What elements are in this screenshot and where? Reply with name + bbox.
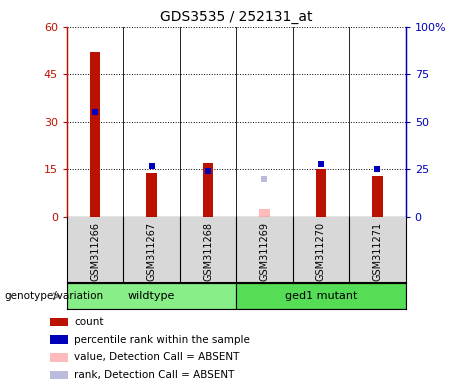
- Bar: [203, 163, 213, 217]
- Text: count: count: [75, 317, 104, 327]
- Text: genotype/variation: genotype/variation: [5, 291, 104, 301]
- Bar: [50, 353, 68, 362]
- Text: wildtype: wildtype: [128, 291, 175, 301]
- Text: GSM311268: GSM311268: [203, 222, 213, 281]
- Text: rank, Detection Call = ABSENT: rank, Detection Call = ABSENT: [75, 370, 235, 380]
- FancyBboxPatch shape: [67, 283, 236, 309]
- Bar: [50, 371, 68, 379]
- Bar: [50, 335, 68, 344]
- FancyBboxPatch shape: [236, 283, 406, 309]
- Bar: [50, 318, 68, 326]
- Text: GSM311269: GSM311269: [260, 222, 270, 281]
- Text: GSM311266: GSM311266: [90, 222, 100, 281]
- Bar: [316, 169, 326, 217]
- Bar: [260, 209, 270, 217]
- Bar: [372, 176, 383, 217]
- Text: value, Detection Call = ABSENT: value, Detection Call = ABSENT: [75, 353, 240, 362]
- Text: GSM311267: GSM311267: [147, 222, 157, 281]
- Title: GDS3535 / 252131_at: GDS3535 / 252131_at: [160, 10, 313, 25]
- Bar: [147, 173, 157, 217]
- Text: ged1 mutant: ged1 mutant: [285, 291, 357, 301]
- Text: percentile rank within the sample: percentile rank within the sample: [75, 334, 250, 344]
- Bar: [90, 52, 100, 217]
- Text: GSM311271: GSM311271: [372, 222, 383, 281]
- Text: GSM311270: GSM311270: [316, 222, 326, 281]
